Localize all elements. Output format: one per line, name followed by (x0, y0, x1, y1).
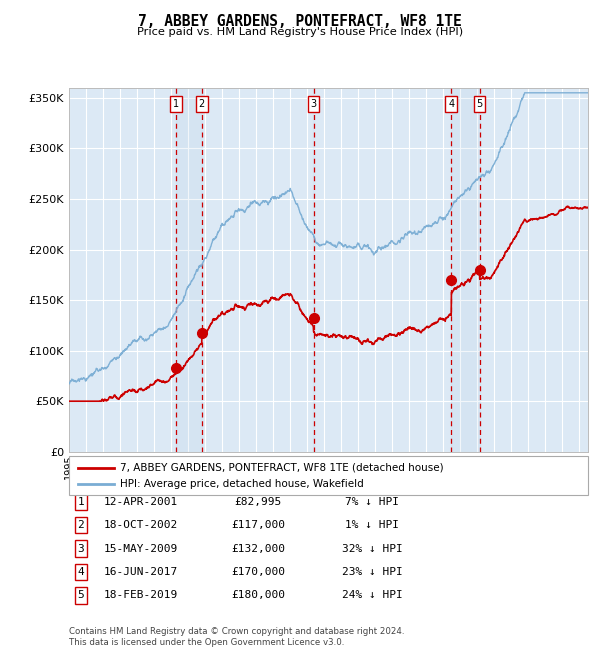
Text: 1: 1 (173, 99, 179, 109)
Text: 2: 2 (77, 520, 85, 530)
Text: 15-MAY-2009: 15-MAY-2009 (104, 543, 178, 554)
Bar (451, 88, 479, 452)
Text: £170,000: £170,000 (231, 567, 285, 577)
Text: 23% ↓ HPI: 23% ↓ HPI (341, 567, 403, 577)
Text: £82,995: £82,995 (235, 497, 281, 507)
Text: 18-OCT-2002: 18-OCT-2002 (104, 520, 178, 530)
Text: 12-APR-2001: 12-APR-2001 (104, 497, 178, 507)
Text: 7, ABBEY GARDENS, PONTEFRACT, WF8 1TE (detached house): 7, ABBEY GARDENS, PONTEFRACT, WF8 1TE (d… (120, 463, 443, 473)
Text: 3: 3 (77, 543, 85, 554)
Text: 4: 4 (448, 99, 454, 109)
Text: £117,000: £117,000 (231, 520, 285, 530)
Text: 2: 2 (199, 99, 205, 109)
Text: 7% ↓ HPI: 7% ↓ HPI (345, 497, 399, 507)
Text: 32% ↓ HPI: 32% ↓ HPI (341, 543, 403, 554)
Text: £180,000: £180,000 (231, 590, 285, 601)
Text: 1% ↓ HPI: 1% ↓ HPI (345, 520, 399, 530)
Text: £132,000: £132,000 (231, 543, 285, 554)
Text: 5: 5 (476, 99, 483, 109)
Text: HPI: Average price, detached house, Wakefield: HPI: Average price, detached house, Wake… (120, 480, 364, 489)
Bar (176, 88, 202, 452)
Text: 1: 1 (77, 497, 85, 507)
Text: 4: 4 (77, 567, 85, 577)
Text: Price paid vs. HM Land Registry's House Price Index (HPI): Price paid vs. HM Land Registry's House … (137, 27, 463, 37)
Text: 24% ↓ HPI: 24% ↓ HPI (341, 590, 403, 601)
Text: 18-FEB-2019: 18-FEB-2019 (104, 590, 178, 601)
Text: 7, ABBEY GARDENS, PONTEFRACT, WF8 1TE: 7, ABBEY GARDENS, PONTEFRACT, WF8 1TE (138, 14, 462, 29)
Text: 16-JUN-2017: 16-JUN-2017 (104, 567, 178, 577)
Text: 3: 3 (310, 99, 317, 109)
Text: 5: 5 (77, 590, 85, 601)
Text: Contains HM Land Registry data © Crown copyright and database right 2024.
This d: Contains HM Land Registry data © Crown c… (69, 627, 404, 647)
